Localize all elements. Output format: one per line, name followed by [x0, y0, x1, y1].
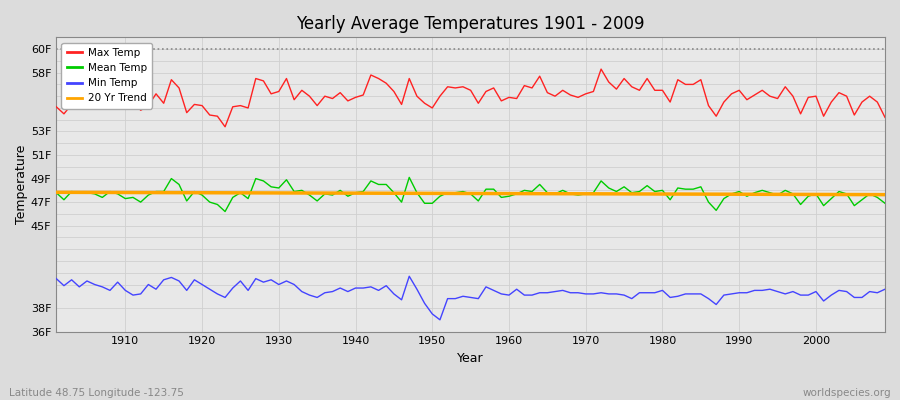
Y-axis label: Temperature: Temperature [15, 145, 28, 224]
Title: Yearly Average Temperatures 1901 - 2009: Yearly Average Temperatures 1901 - 2009 [296, 15, 645, 33]
Text: Latitude 48.75 Longitude -123.75: Latitude 48.75 Longitude -123.75 [9, 388, 184, 398]
X-axis label: Year: Year [457, 352, 484, 365]
Legend: Max Temp, Mean Temp, Min Temp, 20 Yr Trend: Max Temp, Mean Temp, Min Temp, 20 Yr Tre… [61, 42, 152, 108]
Text: worldspecies.org: worldspecies.org [803, 388, 891, 398]
